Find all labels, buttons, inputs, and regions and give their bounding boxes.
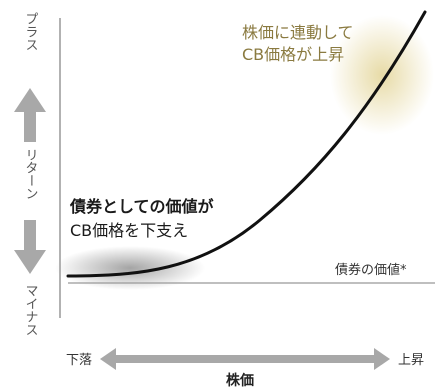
annotation-top-right-line2: CB価格が上昇 xyxy=(242,45,344,64)
y-axis-top-label: プラス xyxy=(23,12,38,51)
annotation-bottom-left-line1: 債券としての価値が xyxy=(69,197,214,216)
horizontal-double-arrow-icon xyxy=(100,348,390,370)
gold-glow xyxy=(330,15,434,135)
annotation-bottom-left-line2: CB価格を下支え xyxy=(70,221,188,240)
annotation-top-right-line1: 株価に連動して xyxy=(242,23,354,42)
y-axis-middle-label: リターン xyxy=(23,148,38,200)
x-axis-right-label: 上昇 xyxy=(398,353,424,368)
x-axis-left-label: 下落 xyxy=(66,353,92,368)
up-arrow-icon xyxy=(14,88,46,142)
down-arrow-icon xyxy=(14,220,46,274)
x-axis-center-label: 株価 xyxy=(226,372,254,389)
bond-line-label: 債券の価値* xyxy=(335,262,407,278)
gray-glow xyxy=(55,246,205,290)
cb-price-curve xyxy=(66,10,427,278)
y-axis-bottom-label: マイナス xyxy=(23,284,38,336)
